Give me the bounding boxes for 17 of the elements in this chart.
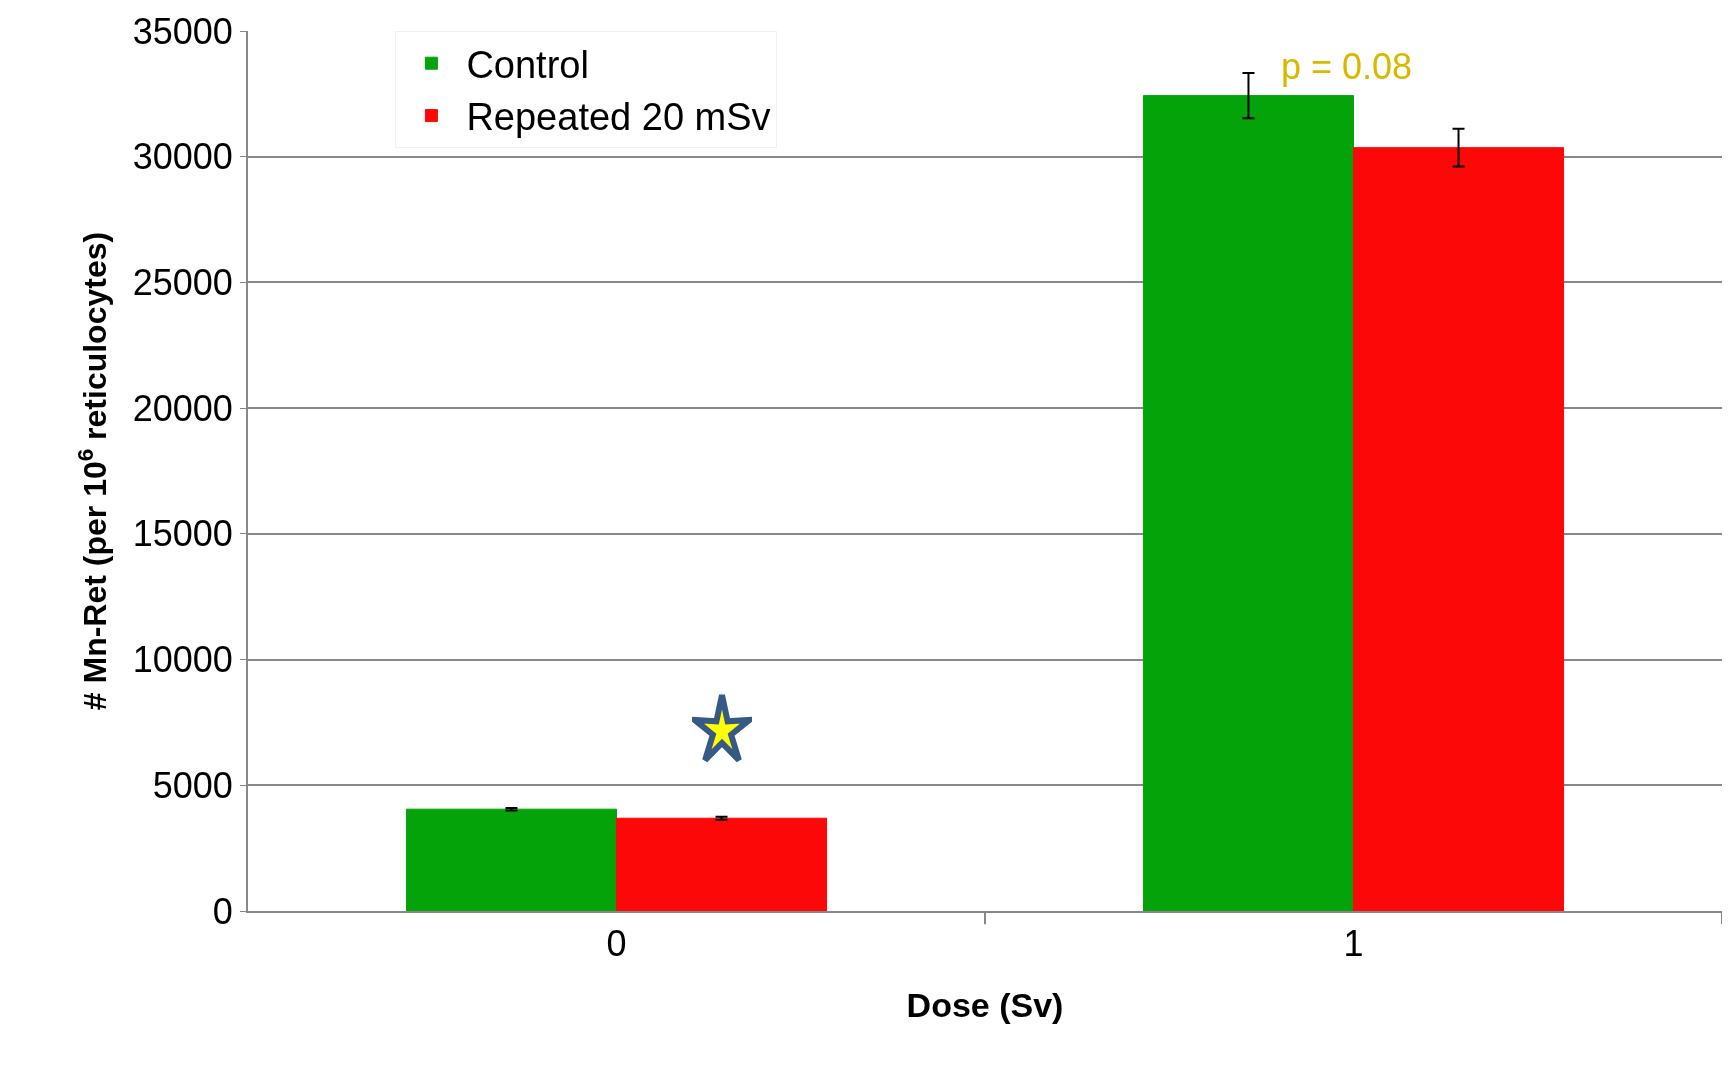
y-tick-label: 20000 [132, 387, 233, 429]
bar [1353, 147, 1565, 911]
legend-label: Control [466, 44, 589, 87]
legend-label: Repeated 20 mSv [466, 96, 771, 139]
y-tick-label: 35000 [132, 10, 233, 52]
y-tick-label: 30000 [132, 136, 233, 178]
y-tick-label: 10000 [132, 639, 233, 681]
annotation: p = 0.08 [1281, 46, 1413, 87]
bar [405, 808, 617, 911]
bar [1142, 95, 1354, 911]
x-tick-label: 1 [1343, 923, 1364, 965]
y-tick-label: 25000 [132, 262, 233, 304]
bar [616, 817, 828, 911]
y-tick-label: 5000 [152, 764, 233, 806]
x-axis-title: Dose (Sv) [906, 986, 1064, 1024]
y-tick-label: 15000 [132, 513, 233, 555]
y-tick-label: 0 [212, 890, 233, 932]
